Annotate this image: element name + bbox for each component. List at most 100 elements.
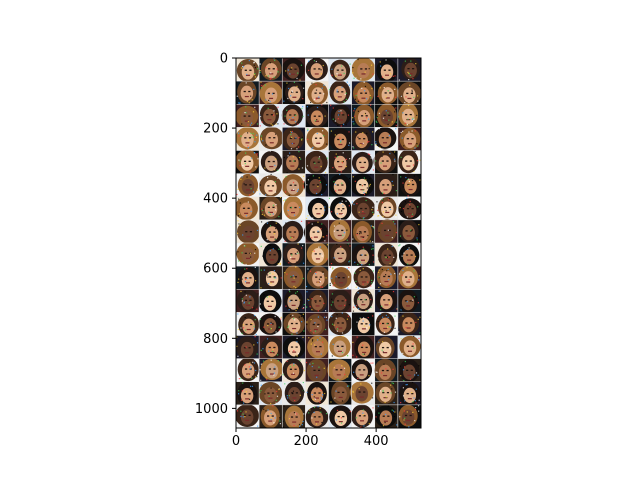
face-tile	[374, 103, 398, 128]
face-tile	[397, 81, 421, 106]
face-tile	[303, 173, 329, 197]
x-axis: 0 200 400	[232, 428, 389, 449]
face-tile	[259, 243, 283, 267]
face-tile	[397, 289, 421, 313]
face-tile	[374, 312, 398, 336]
face-tile	[305, 404, 329, 428]
y-tick-label: 1000	[195, 402, 228, 417]
face-tile	[351, 288, 375, 313]
face-tile	[236, 79, 260, 105]
face-tile	[397, 173, 421, 197]
face-tile	[236, 381, 260, 407]
face-tile	[397, 358, 421, 382]
face-tile	[236, 126, 260, 151]
face-tile	[236, 357, 260, 382]
face-tile	[305, 196, 329, 221]
face-tile	[259, 265, 283, 290]
face-tile	[351, 335, 375, 360]
x-tick-label: 0	[232, 434, 240, 449]
face-tile	[259, 103, 283, 128]
face-tile	[397, 243, 421, 267]
face-tile	[259, 58, 283, 82]
x-tick-label: 200	[294, 434, 319, 449]
face-tile	[374, 265, 398, 290]
face-tile	[351, 266, 375, 290]
face-tile	[281, 58, 306, 82]
face-tile	[328, 335, 352, 359]
face-tile	[303, 219, 329, 244]
face-tile	[328, 58, 352, 82]
face-tile	[328, 311, 353, 336]
face-tile	[328, 289, 352, 313]
face-tile	[305, 289, 329, 313]
y-tick-label: 400	[203, 192, 228, 207]
face-tile	[305, 381, 329, 405]
face-tile	[236, 242, 260, 267]
face-tile	[373, 127, 398, 151]
face-tile	[351, 219, 375, 244]
face-tile	[258, 312, 283, 336]
face-tile	[351, 127, 375, 151]
face-tile	[327, 358, 352, 382]
face-tile	[397, 58, 421, 82]
face-tile	[374, 81, 398, 105]
face-tile	[351, 81, 375, 106]
face-tile	[259, 173, 283, 197]
face-tile	[328, 127, 352, 152]
face-tile	[397, 312, 421, 336]
face-grid-image	[236, 58, 421, 428]
face-tile	[305, 312, 329, 336]
face-tile	[374, 335, 398, 359]
face-tile	[374, 243, 398, 268]
face-tile	[236, 289, 260, 313]
face-tile	[282, 312, 306, 336]
face-tile	[259, 126, 284, 151]
face-tile	[351, 312, 375, 336]
face-tile	[282, 404, 306, 428]
y-tick-label: 800	[203, 332, 228, 347]
face-tile	[236, 219, 260, 244]
face-tile	[259, 335, 284, 359]
face-tile	[259, 404, 283, 428]
face-tile	[328, 404, 353, 428]
face-tile	[236, 266, 260, 290]
face-tile	[397, 149, 421, 174]
face-tile	[351, 104, 375, 128]
face-tile	[259, 358, 284, 382]
face-tile	[281, 104, 306, 128]
face-tile	[236, 404, 260, 428]
face-tile	[351, 150, 375, 174]
face-tile	[373, 173, 398, 197]
y-tick-label: 200	[203, 122, 228, 137]
axes-frame	[235, 57, 422, 429]
face-tile	[373, 149, 398, 174]
y-tick-label: 600	[203, 262, 228, 277]
face-tile	[236, 104, 260, 128]
face-tile	[397, 404, 421, 428]
x-tick-label: 400	[364, 434, 389, 449]
face-tile	[328, 80, 352, 105]
face-tile	[328, 266, 352, 290]
face-tile	[305, 104, 329, 128]
face-tile	[374, 404, 398, 428]
face-tile	[236, 173, 260, 197]
face-tile	[305, 242, 330, 267]
face-tile	[374, 196, 398, 220]
face-tile	[397, 381, 421, 406]
face-tile	[259, 196, 283, 220]
face-tile	[351, 243, 375, 268]
face-tile	[281, 219, 306, 244]
face-tile	[328, 104, 352, 128]
face-tile	[374, 358, 398, 383]
face-tile	[282, 335, 306, 359]
face-tile	[236, 196, 260, 221]
face-tile	[282, 81, 306, 105]
face-tile	[258, 381, 283, 405]
face-tile	[351, 404, 375, 428]
face-tile	[236, 58, 260, 83]
face-tile	[351, 358, 375, 382]
face-tile	[259, 219, 284, 244]
face-tile	[259, 81, 283, 106]
face-tile	[282, 126, 306, 151]
face-tile	[236, 312, 260, 337]
